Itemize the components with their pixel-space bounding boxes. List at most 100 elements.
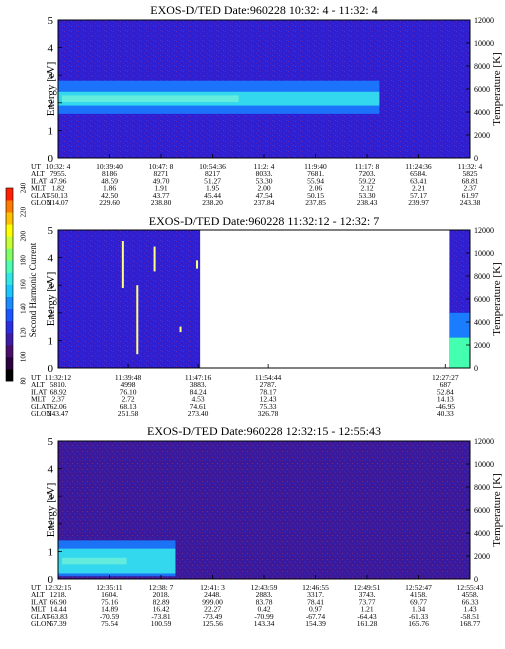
ut-tick-label: 11:24:36 xyxy=(405,162,432,171)
ephemeris-cell: 84.24 xyxy=(190,387,207,396)
ephemeris-cell: 68.13 xyxy=(120,402,137,411)
y-tick-label: 1 xyxy=(48,546,54,558)
ephemeris-cell: 55.94 xyxy=(307,176,324,185)
y2-tick-label: 10000 xyxy=(474,39,494,48)
ephemeris-cell: 66.90 xyxy=(50,597,67,606)
colorbar-frame xyxy=(5,187,14,382)
ut-tick-label: 12:49:51 xyxy=(354,583,381,592)
ut-tick-label: 12:52:47 xyxy=(405,583,432,592)
ephemeris-cell: 100.59 xyxy=(151,619,172,628)
ephemeris-row-label: GLAT xyxy=(31,402,51,411)
ephemeris-cell: 2.72 xyxy=(121,395,134,404)
ephemeris-row-label: GLON xyxy=(31,619,52,628)
y-tick-label: 3 xyxy=(48,491,54,503)
ephemeris-cell: 51.27 xyxy=(204,176,221,185)
ephemeris-row-label: GLAT xyxy=(31,191,51,200)
y2-tick-label: 8000 xyxy=(474,483,490,492)
y-tick-label: 4 xyxy=(48,253,54,265)
y-tick-label: 4 xyxy=(48,43,54,55)
ephemeris-cell: 52.84 xyxy=(437,387,454,396)
ephemeris-cell: 229.60 xyxy=(99,198,120,207)
ephemeris-cell: 4558. xyxy=(462,590,479,599)
y-tick-label: 5 xyxy=(48,225,54,237)
ephemeris-cell: 4.53 xyxy=(192,395,205,404)
ephemeris-cell: -73.81 xyxy=(151,612,171,621)
ephemeris-cell: 5810. xyxy=(50,380,67,389)
colorbar-swatch xyxy=(6,284,13,297)
ephemeris-cell: 154.39 xyxy=(305,619,326,628)
ephemeris-cell: 7203. xyxy=(359,169,376,178)
ephemeris-row-label: UT xyxy=(31,583,41,592)
colorbar-tick-label: 180 xyxy=(20,255,28,266)
colorbar-swatch xyxy=(6,188,13,201)
ephemeris-cell: 14.44 xyxy=(50,605,67,614)
flux-spike xyxy=(179,326,182,333)
ephemeris-cell: 76.10 xyxy=(120,387,137,396)
ephemeris-cell: 326.78 xyxy=(258,409,279,418)
ephemeris-cell: 143.34 xyxy=(254,619,275,628)
colorbar-tick-label: 200 xyxy=(20,231,28,242)
y-axis-label: Energy [eV] xyxy=(45,62,57,116)
ephemeris-row-label: UT xyxy=(31,162,41,171)
ephemeris-cell: 42.50 xyxy=(101,191,118,200)
ephemeris-cell: 22.27 xyxy=(204,605,221,614)
ephemeris-cell: 2018. xyxy=(153,590,170,599)
flux-band-peak xyxy=(62,557,127,565)
ephemeris-row-label: GLON xyxy=(31,409,52,418)
ephemeris-cell: 83.78 xyxy=(256,597,273,606)
spectrogram-panel-1: EXOS-D/TED Date:960228 10:32: 4 - 11:32:… xyxy=(31,3,503,207)
y2-tick-label: 12000 xyxy=(474,16,494,25)
y-tick-label: 1 xyxy=(48,125,54,137)
y2-tick-label: 0 xyxy=(474,154,478,163)
ephemeris-cell: 273.40 xyxy=(188,409,209,418)
ephemeris-cell: 53.30 xyxy=(256,176,273,185)
y2-tick-label: 6000 xyxy=(474,506,490,515)
ephemeris-cell: 73.77 xyxy=(359,597,376,606)
ephemeris-cell: 62.06 xyxy=(50,402,67,411)
ephemeris-cell: 238.80 xyxy=(151,198,172,207)
ephemeris-cell: 5825 xyxy=(463,169,478,178)
ephemeris-row-label: UT xyxy=(31,373,41,382)
ut-tick-label: 11:2: 4 xyxy=(254,162,275,171)
ut-tick-label: 12:41: 3 xyxy=(200,583,225,592)
ephemeris-row-label: ALT xyxy=(31,169,45,178)
ephemeris-cell: 0.42 xyxy=(257,605,270,614)
ut-tick-label: 12:35:11 xyxy=(96,583,123,592)
ephemeris-cell: 78.17 xyxy=(260,387,277,396)
ephemeris-cell: -58.51 xyxy=(460,612,480,621)
panel-title: EXOS-D/TED Date:960228 11:32:12 - 12:32:… xyxy=(149,214,380,228)
ephemeris-cell: 125.56 xyxy=(202,619,223,628)
y2-tick-label: 0 xyxy=(474,364,478,373)
ut-tick-label: 12:32:15 xyxy=(45,583,72,592)
ephemeris-cell: 1.91 xyxy=(154,184,167,193)
ephemeris-row-label: MLT xyxy=(31,184,47,193)
colorbar: 80 100 120 140 160 180 200 220 240 Second Harmoni… xyxy=(5,182,38,385)
colorbar-swatch xyxy=(6,332,13,346)
ut-tick-label: 11:39:48 xyxy=(115,373,142,382)
ephemeris-cell: 14.13 xyxy=(437,395,454,404)
colorbar-tick-label: 220 xyxy=(20,206,28,217)
colorbar-swatch xyxy=(6,296,13,310)
y2-tick-label: 4000 xyxy=(474,529,490,538)
ephemeris-cell: 2.06 xyxy=(309,184,322,193)
ephemeris-cell: 48.59 xyxy=(101,176,118,185)
ut-tick-label: 10:32: 4 xyxy=(46,162,71,171)
ephemeris-cell: 161.28 xyxy=(357,619,378,628)
ephemeris-cell: -73.49 xyxy=(203,612,223,621)
ephemeris-cell: 214.07 xyxy=(48,198,69,207)
colorbar-swatch xyxy=(6,236,13,249)
colorbar-tick-label: 160 xyxy=(20,279,28,290)
ephemeris-cell: 75.54 xyxy=(101,619,118,628)
flux-patch-core xyxy=(449,337,470,368)
ephemeris-cell: 1.86 xyxy=(103,184,116,193)
ut-tick-label: 11:54:44 xyxy=(255,373,282,382)
y2-tick-label: 8000 xyxy=(474,272,490,281)
ephemeris-cell: 1.95 xyxy=(206,184,219,193)
ephemeris-cell: 237.85 xyxy=(305,198,326,207)
ephemeris-cell: 2.00 xyxy=(257,184,270,193)
ephemeris-row-label: ALT xyxy=(31,590,45,599)
ephemeris-cell: 8033. xyxy=(256,169,273,178)
ephemeris-cell: 7681. xyxy=(307,169,324,178)
ephemeris-cell: 1.21 xyxy=(360,605,373,614)
